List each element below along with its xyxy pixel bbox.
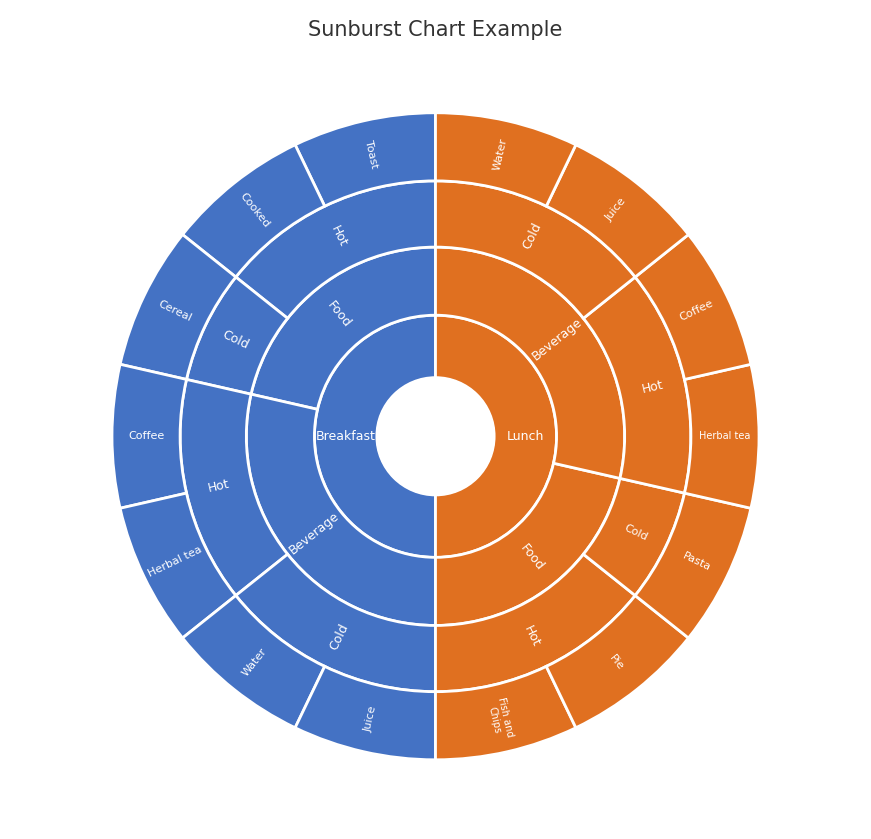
Text: Cold: Cold [520,221,544,252]
Wedge shape [635,235,751,379]
Text: Toast: Toast [363,139,379,169]
Wedge shape [246,394,436,625]
Wedge shape [314,315,436,557]
Wedge shape [295,666,436,760]
Wedge shape [436,315,557,557]
Text: Cold: Cold [623,523,649,543]
Wedge shape [251,248,436,409]
Wedge shape [120,493,236,638]
Text: Hot: Hot [206,477,231,494]
Wedge shape [183,596,325,727]
Wedge shape [436,181,635,318]
Text: Food: Food [518,542,547,573]
Wedge shape [112,364,186,508]
Circle shape [377,378,494,495]
Text: Hot: Hot [328,223,349,248]
Wedge shape [186,277,287,394]
Wedge shape [584,478,685,596]
Text: Hot: Hot [522,624,543,649]
Wedge shape [546,596,688,727]
Text: Cereal: Cereal [157,299,193,323]
Wedge shape [295,112,436,206]
Text: Pasta: Pasta [680,551,712,573]
Text: Juice: Juice [604,196,628,223]
Text: Breakfast: Breakfast [315,430,375,443]
Text: Beverage: Beverage [287,509,341,557]
Text: Herbal tea: Herbal tea [146,545,203,579]
Wedge shape [236,555,436,691]
Text: Lunch: Lunch [507,430,544,443]
Text: Herbal tea: Herbal tea [699,431,751,441]
Text: Cold: Cold [219,328,251,352]
Text: Cold: Cold [327,621,351,652]
Wedge shape [436,463,620,625]
Text: Coffee: Coffee [678,299,715,323]
Wedge shape [436,555,635,691]
Text: Food: Food [324,300,353,331]
Wedge shape [436,248,625,478]
Text: Water: Water [491,137,509,171]
Text: Juice: Juice [363,705,379,732]
Wedge shape [635,493,751,638]
Text: Beverage: Beverage [530,315,584,363]
Wedge shape [236,181,436,318]
Wedge shape [180,379,287,596]
Wedge shape [584,277,691,493]
Text: Fish and
Chips: Fish and Chips [485,696,515,741]
Wedge shape [685,364,759,508]
Text: Hot: Hot [640,378,665,395]
Title: Sunburst Chart Example: Sunburst Chart Example [308,20,563,40]
Text: Pie: Pie [607,653,625,672]
Wedge shape [183,145,325,277]
Text: Coffee: Coffee [128,431,164,441]
Wedge shape [436,666,576,760]
Text: Water: Water [240,647,269,679]
Wedge shape [120,235,236,379]
Wedge shape [436,112,576,206]
Text: Cooked: Cooked [239,190,272,229]
Wedge shape [546,145,688,277]
